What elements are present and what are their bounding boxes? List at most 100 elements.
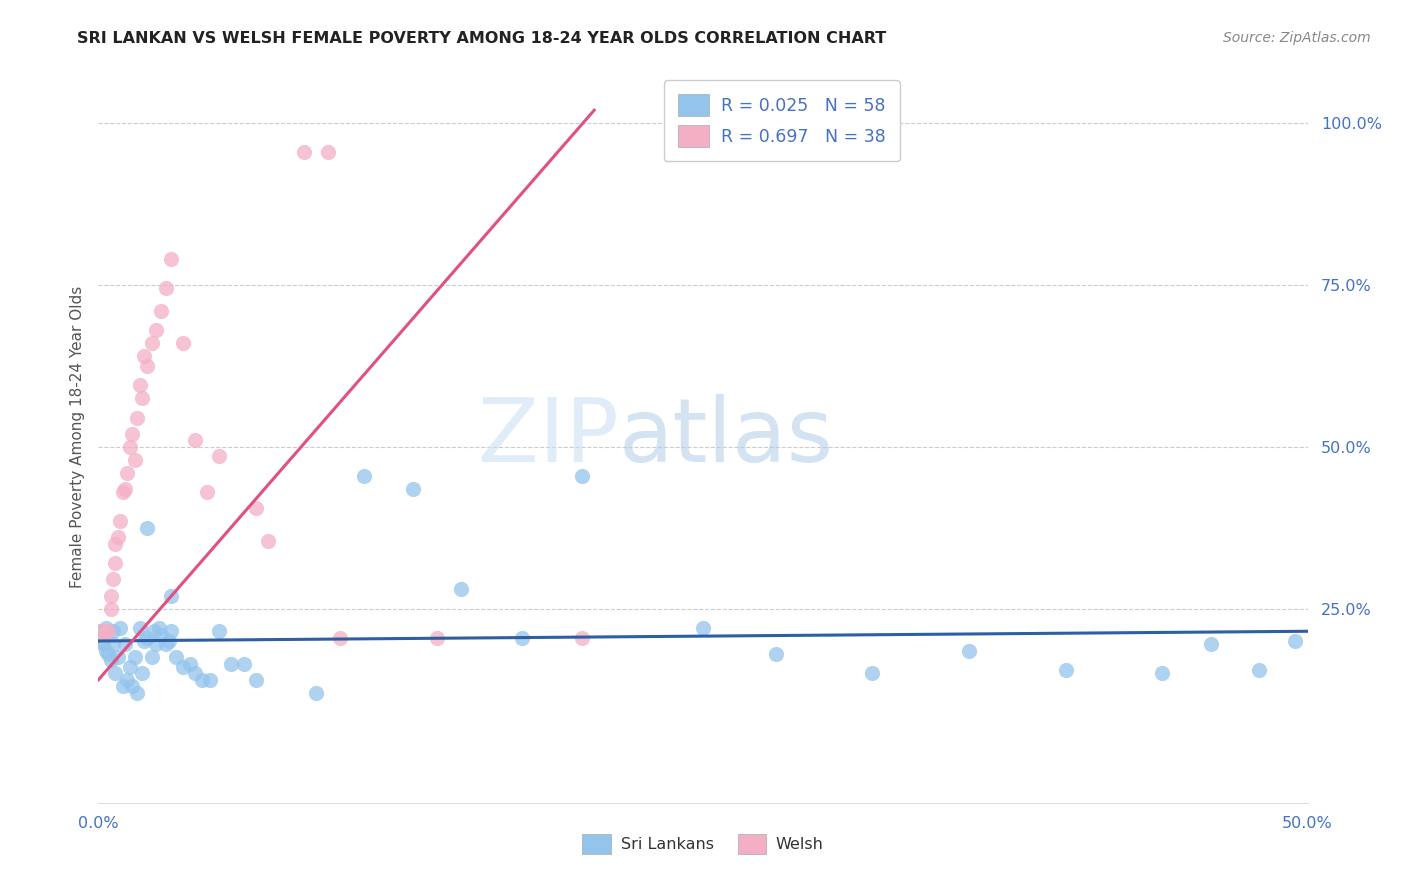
Point (179, 657, 201, 671)
Point (765, 647, 787, 661)
Point (208, 624, 231, 639)
Point (150, 303, 173, 318)
Point (135, 631, 157, 645)
Point (245, 501, 267, 516)
Point (108, 514, 131, 528)
Point (191, 673, 214, 687)
Point (97, 647, 120, 661)
Point (292, 145, 315, 160)
Point (101, 624, 124, 639)
Point (305, 686, 328, 700)
Point (1054, 663, 1077, 677)
Point (117, 673, 139, 687)
Point (128, 378, 150, 392)
Text: Source: ZipAtlas.com: Source: ZipAtlas.com (1223, 31, 1371, 45)
Point (117, 466, 139, 480)
Point (94, 643, 117, 657)
Point (450, 582, 472, 597)
Point (114, 637, 136, 651)
Point (101, 573, 124, 587)
Point (94, 621, 117, 635)
Point (232, 657, 254, 671)
Point (135, 521, 157, 535)
Text: atlas: atlas (619, 393, 834, 481)
Point (245, 673, 267, 687)
Point (100, 601, 122, 615)
Point (316, 145, 339, 160)
Point (160, 589, 183, 603)
Point (131, 666, 153, 681)
Point (1284, 634, 1306, 648)
Point (124, 452, 146, 467)
Point (90, 624, 112, 639)
Point (860, 666, 883, 681)
Point (145, 637, 167, 651)
Point (118, 440, 141, 454)
Point (90, 624, 112, 639)
Point (91, 637, 114, 651)
Point (104, 537, 127, 551)
Point (208, 450, 231, 464)
Point (571, 469, 593, 483)
Text: SRI LANKAN VS WELSH FEMALE POVERTY AMONG 18-24 YEAR OLDS CORRELATION CHART: SRI LANKAN VS WELSH FEMALE POVERTY AMONG… (77, 31, 887, 46)
Point (957, 643, 980, 657)
Point (104, 666, 127, 681)
Point (353, 469, 375, 483)
Point (107, 650, 129, 665)
Point (256, 533, 278, 548)
Point (1199, 637, 1222, 651)
Point (1152, 666, 1174, 681)
Point (101, 637, 124, 651)
Point (172, 336, 194, 351)
Point (124, 650, 146, 665)
Point (155, 281, 177, 295)
Point (184, 434, 207, 448)
Point (143, 624, 166, 639)
Point (91, 627, 114, 641)
Point (97, 624, 120, 639)
Point (135, 359, 157, 373)
Point (94, 624, 117, 639)
Point (510, 631, 533, 645)
Point (108, 621, 131, 635)
Legend: Sri Lankans, Welsh: Sri Lankans, Welsh (576, 828, 830, 861)
Point (111, 485, 134, 500)
Point (114, 482, 136, 496)
Point (128, 621, 150, 635)
Point (118, 660, 141, 674)
Point (195, 485, 218, 500)
Y-axis label: Female Poverty Among 18-24 Year Olds: Female Poverty Among 18-24 Year Olds (69, 286, 84, 588)
Point (160, 252, 183, 266)
Point (145, 323, 167, 337)
Point (134, 634, 156, 648)
Point (157, 634, 180, 648)
Point (172, 660, 194, 674)
Point (127, 410, 149, 425)
Point (121, 426, 143, 441)
Point (141, 650, 163, 665)
Point (221, 657, 243, 671)
Point (107, 530, 129, 544)
Point (184, 666, 207, 681)
Point (150, 627, 173, 641)
Point (402, 482, 425, 496)
Point (571, 631, 593, 645)
Point (111, 679, 134, 693)
Point (198, 673, 221, 687)
Point (329, 631, 352, 645)
Point (426, 631, 449, 645)
Text: ZIP: ZIP (478, 393, 619, 481)
Point (155, 637, 177, 651)
Point (131, 391, 153, 405)
Point (127, 686, 149, 700)
Point (100, 589, 122, 603)
Point (134, 349, 156, 363)
Point (1249, 663, 1271, 677)
Point (165, 650, 187, 665)
Point (692, 621, 714, 635)
Point (121, 679, 143, 693)
Point (141, 336, 163, 351)
Point (104, 557, 127, 571)
Point (90, 634, 112, 648)
Point (148, 621, 170, 635)
